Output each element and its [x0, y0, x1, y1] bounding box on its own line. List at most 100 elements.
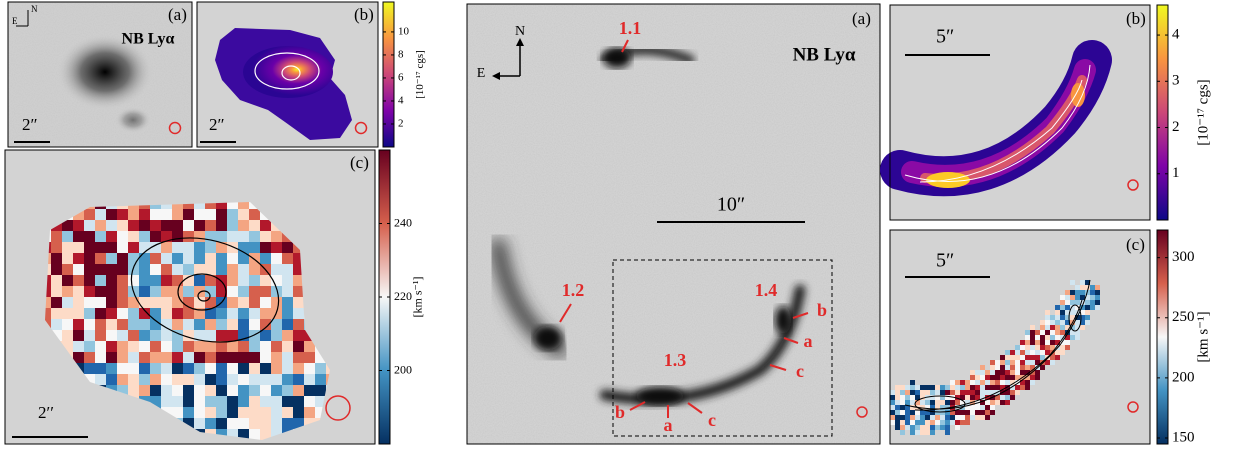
- scale-label: 5″: [936, 26, 954, 48]
- pixel: [1025, 350, 1030, 355]
- tick-label: 150: [1172, 429, 1195, 445]
- pixel: [117, 385, 128, 396]
- pixel: [950, 420, 955, 425]
- pixel: [249, 418, 260, 429]
- pixel: [106, 209, 117, 220]
- pixel: [960, 395, 965, 400]
- pixel: [1085, 285, 1090, 290]
- pixel: [1080, 280, 1085, 285]
- pixel: [1015, 385, 1020, 390]
- pixel: [925, 420, 930, 425]
- pixel: [117, 363, 128, 374]
- pixel: [161, 220, 172, 231]
- pixel: [238, 253, 249, 264]
- pixel: [1030, 325, 1035, 330]
- pixel: [1050, 325, 1055, 330]
- pixel: [1015, 390, 1020, 395]
- pixel: [970, 415, 975, 420]
- pixel: [1030, 335, 1035, 340]
- pixel: [1070, 330, 1075, 335]
- pixel: [1020, 350, 1025, 355]
- pixel: [128, 297, 139, 308]
- tick-label: 220: [394, 289, 412, 303]
- pixel: [1020, 355, 1025, 360]
- pixel: [1065, 310, 1070, 315]
- compass-east: E: [12, 16, 18, 26]
- pixel: [194, 418, 205, 429]
- pixel: [117, 374, 128, 385]
- pixel: [915, 415, 920, 420]
- colorbar: 200 220 240 [km s⁻¹]: [378, 149, 425, 445]
- colorbar-fill: [1156, 4, 1169, 221]
- pixel: [975, 375, 980, 380]
- pixel: [293, 275, 304, 286]
- pixel: [150, 319, 161, 330]
- pixel: [216, 275, 227, 286]
- pixel: [73, 341, 84, 352]
- pixel: [980, 385, 985, 390]
- pixel: [161, 396, 172, 407]
- pixel: [1090, 285, 1095, 290]
- pixel: [900, 400, 905, 405]
- tick-label: 250: [1172, 309, 1195, 325]
- pixel: [1035, 355, 1040, 360]
- pixel: [930, 415, 935, 420]
- pixel: [1065, 290, 1070, 295]
- pixel: [920, 385, 925, 390]
- pixel: [106, 363, 117, 374]
- pixel: [900, 420, 905, 425]
- pixel: [172, 319, 183, 330]
- pixel: [150, 385, 161, 396]
- knot-label: a: [664, 415, 673, 435]
- pixel: [1035, 340, 1040, 345]
- pixel: [960, 390, 965, 395]
- pixel: [117, 242, 128, 253]
- pixel: [990, 385, 995, 390]
- pixel: [890, 420, 895, 425]
- pixel: [106, 341, 117, 352]
- pixel: [194, 385, 205, 396]
- pixel: [172, 396, 183, 407]
- pixel: [945, 430, 950, 435]
- pixel: [980, 410, 985, 415]
- pixel: [1000, 395, 1005, 400]
- pixel: [1005, 370, 1010, 375]
- pixel: [271, 242, 282, 253]
- pixel: [161, 363, 172, 374]
- pixel: [216, 231, 227, 242]
- pixel: [920, 405, 925, 410]
- pixel: [238, 202, 249, 209]
- pixel: [73, 264, 84, 275]
- pixel: [935, 395, 940, 400]
- pixel: [271, 363, 282, 374]
- pixel: [905, 415, 910, 420]
- pixel: [161, 275, 172, 286]
- pixel: [51, 253, 62, 264]
- pixel: [260, 363, 271, 374]
- pixel: [150, 264, 161, 275]
- pixel: [1040, 365, 1045, 370]
- pixel: [990, 370, 995, 375]
- pixel: [1020, 380, 1025, 385]
- pixel: [227, 352, 238, 363]
- pixel: [940, 415, 945, 420]
- pixel: [980, 405, 985, 410]
- pixel: [1025, 355, 1030, 360]
- pixel: [84, 352, 95, 363]
- pixel: [1010, 360, 1015, 365]
- pixel: [249, 275, 260, 286]
- pixel: [940, 405, 945, 410]
- pixel: [1070, 305, 1075, 310]
- pixel: [293, 418, 304, 429]
- pixel: [1065, 325, 1070, 330]
- pixel: [1060, 325, 1065, 330]
- pixel: [910, 405, 915, 410]
- pixel: [260, 275, 271, 286]
- pixel: [73, 231, 84, 242]
- pixel: [249, 319, 260, 330]
- pixel: [205, 242, 216, 253]
- panel-label: NB Lyα: [122, 31, 175, 48]
- pixel: [1095, 305, 1100, 310]
- pixel: [1080, 305, 1085, 310]
- pixel: [150, 202, 161, 209]
